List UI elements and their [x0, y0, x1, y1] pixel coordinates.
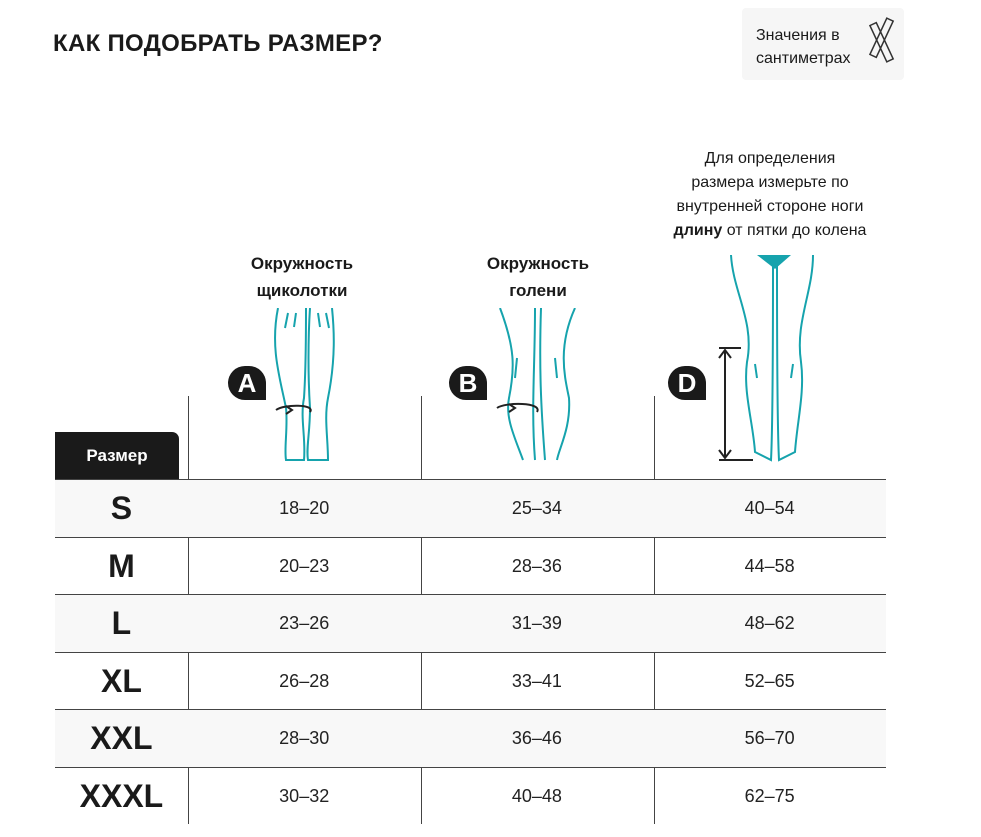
table-row: XXXL 30–32 40–48 62–75 [55, 766, 886, 825]
badge-d: D [668, 366, 706, 400]
size-cell: XL [100, 662, 142, 699]
ankle-cell: 30–32 [279, 785, 330, 806]
length-cell: 56–70 [744, 728, 795, 748]
calf-cell: 28–36 [511, 555, 562, 576]
size-cell: M [108, 547, 135, 584]
table-row: XXL 28–30 36–46 56–70 [55, 709, 886, 767]
calf-cell: 33–41 [511, 670, 562, 691]
length-legs-illustration [718, 254, 814, 462]
table-row: XL 26–28 33–41 52–65 [55, 651, 886, 710]
length-cell: 52–65 [744, 670, 795, 691]
table-row: S 18–20 25–34 40–54 [55, 479, 886, 537]
size-cell: L [111, 605, 132, 641]
col-a-label: Окружность щиколотки [250, 254, 354, 300]
size-cell: XXL [90, 720, 153, 756]
calf-cell: 25–34 [511, 498, 562, 518]
length-cell: 48–62 [744, 613, 795, 633]
units-note: Значения в сантиметрах [742, 8, 904, 80]
ankle-cell: 20–23 [279, 555, 330, 576]
calf-legs-illustration [496, 308, 576, 461]
size-cell: S [110, 490, 133, 526]
units-line1: Значения в [756, 27, 840, 44]
ankle-cell: 23–26 [279, 613, 330, 633]
size-header: Размер [55, 432, 179, 479]
badge-a: A [228, 366, 266, 400]
badge-b: B [449, 366, 487, 400]
size-cell: XXXL [79, 777, 164, 814]
calf-cell: 31–39 [511, 613, 562, 633]
units-line2: сантиметрах [756, 50, 851, 67]
ankle-cell: 26–28 [279, 670, 330, 691]
length-cell: 40–54 [744, 498, 795, 518]
table-row: L 23–26 31–39 48–62 [55, 594, 886, 652]
length-cell: 62–75 [744, 785, 795, 806]
calf-cell: 36–46 [511, 728, 562, 748]
length-cell: 44–58 [744, 555, 795, 576]
page-title: КАК ПОДОБРАТЬ РАЗМЕР? [53, 30, 383, 57]
ankle-cell: 28–30 [279, 728, 330, 748]
ruler-icon [868, 17, 895, 63]
calf-cell: 40–48 [511, 785, 562, 806]
ankle-legs-illustration [274, 308, 335, 461]
col-d-note: Для определения размера измерьте по внутре… [673, 150, 867, 239]
col-b-label: Окружность голени [486, 254, 590, 300]
table-row: M 20–23 28–36 44–58 [55, 536, 886, 595]
ankle-cell: 18–20 [279, 498, 330, 518]
